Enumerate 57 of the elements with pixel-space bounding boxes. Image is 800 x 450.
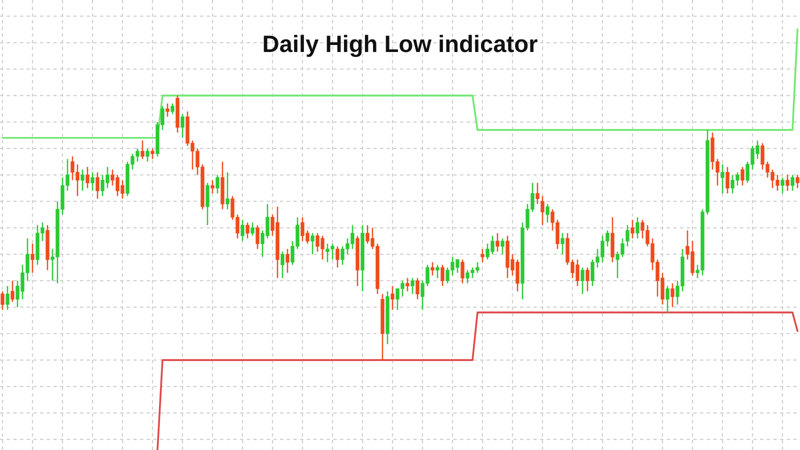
candlestick [140,140,144,160]
candlestick [216,174,220,194]
candlestick [586,266,590,292]
candlestick [90,172,94,192]
candlestick [536,182,540,205]
candlestick [580,266,584,295]
candlestick [10,280,14,303]
candlestick [610,216,614,263]
candlestick [146,148,150,162]
candlestick [436,264,440,279]
candlestick [170,102,174,115]
candlestick [166,102,170,118]
candlestick [210,180,214,194]
candlestick [636,216,640,240]
candlestick [280,250,284,279]
candlestick [780,176,784,194]
candlestick [670,282,674,308]
candlestick [430,262,434,276]
candlestick [666,285,670,314]
candlestick [720,164,724,194]
candlestick [0,290,4,310]
candlestick [540,195,544,226]
candlestick [440,264,444,287]
candlestick [630,219,634,240]
candlestick [796,174,800,189]
candlestick [390,285,394,310]
candlestick [500,238,504,255]
candlestick [30,243,34,274]
candlestick [96,172,100,200]
candlestick [740,166,744,186]
candlestick [336,246,340,268]
candlestick [80,169,84,192]
candlestick [256,224,260,250]
candlestick [6,285,10,310]
candlestick [790,174,794,192]
candlestick [206,182,210,226]
candlestick [560,232,564,255]
candlestick [786,174,790,192]
candlestick [226,172,230,210]
candlestick [180,113,184,139]
candlestick [286,248,290,274]
candlestick [406,277,410,292]
candlestick [460,258,464,284]
candlestick [726,166,730,194]
candlestick [546,203,550,224]
candlestick [310,232,314,255]
candlestick [626,224,630,247]
candlestick [496,232,500,252]
candlestick [416,277,420,300]
candlestick [240,219,244,242]
chart-title: Daily High Low indicator [264,34,538,58]
candlestick [86,166,90,189]
candlestick [250,222,254,236]
candlestick [246,222,250,240]
candlestick [410,277,414,295]
candlestick [150,148,154,160]
candlestick [480,248,484,263]
